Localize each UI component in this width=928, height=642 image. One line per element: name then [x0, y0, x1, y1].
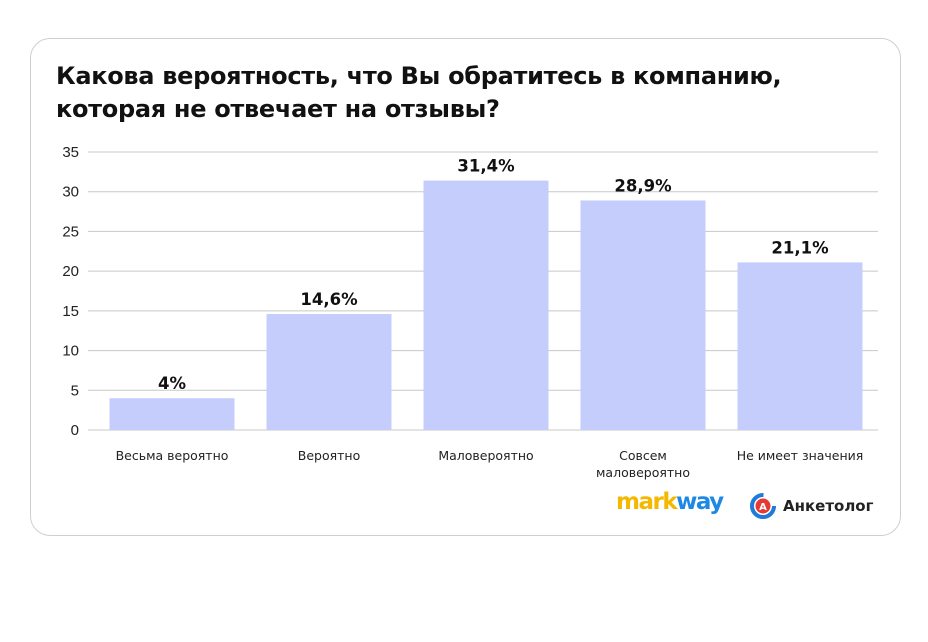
chart-title: Какова вероятность, что Вы обратитесь в … — [56, 62, 782, 123]
y-axis-ticks: 0 5 10 15 20 25 30 35 — [62, 144, 79, 439]
x-tick-label: Совсем — [619, 448, 667, 463]
bar — [423, 180, 549, 430]
data-label: 21,1% — [771, 238, 829, 257]
bars — [109, 180, 863, 430]
y-tick-label: 0 — [71, 422, 79, 439]
data-label: 31,4% — [457, 157, 515, 176]
y-tick-label: 30 — [62, 184, 79, 201]
y-tick-label: 20 — [62, 263, 79, 280]
markway-logo-part2: way — [676, 489, 724, 515]
bar — [109, 398, 235, 430]
y-tick-label: 10 — [62, 343, 79, 360]
markway-logo-part1: mark — [616, 489, 678, 515]
y-tick-label: 35 — [62, 144, 79, 161]
bar — [266, 314, 392, 430]
x-axis-ticks: Весьма вероятно Вероятно Маловероятно Совсе… — [116, 448, 864, 480]
data-label: 14,6% — [300, 290, 358, 309]
data-label: 28,9% — [614, 176, 672, 195]
x-tick-label: Маловероятно — [438, 448, 533, 463]
x-tick-label: маловероятно — [596, 465, 690, 480]
x-tick-label: Не имеет значения — [737, 448, 864, 463]
anketolog-logo-text: Анкетолог — [783, 497, 874, 515]
anketolog-logo: A Анкетолог — [749, 492, 873, 520]
anketolog-icon: A — [750, 493, 776, 519]
data-labels: 4% 14,6% 31,4% 28,9% 21,1% — [158, 157, 829, 394]
y-tick-label: 15 — [62, 303, 79, 320]
bar — [737, 262, 863, 430]
data-label: 4% — [158, 374, 186, 393]
bar — [580, 200, 706, 430]
x-tick-label: Весьма вероятно — [116, 448, 229, 463]
x-tick-label: Вероятно — [298, 448, 360, 463]
y-tick-label: 5 — [71, 382, 79, 399]
y-tick-label: 25 — [62, 223, 79, 240]
markway-logo: markway — [616, 489, 724, 515]
svg-text:A: A — [759, 502, 767, 513]
